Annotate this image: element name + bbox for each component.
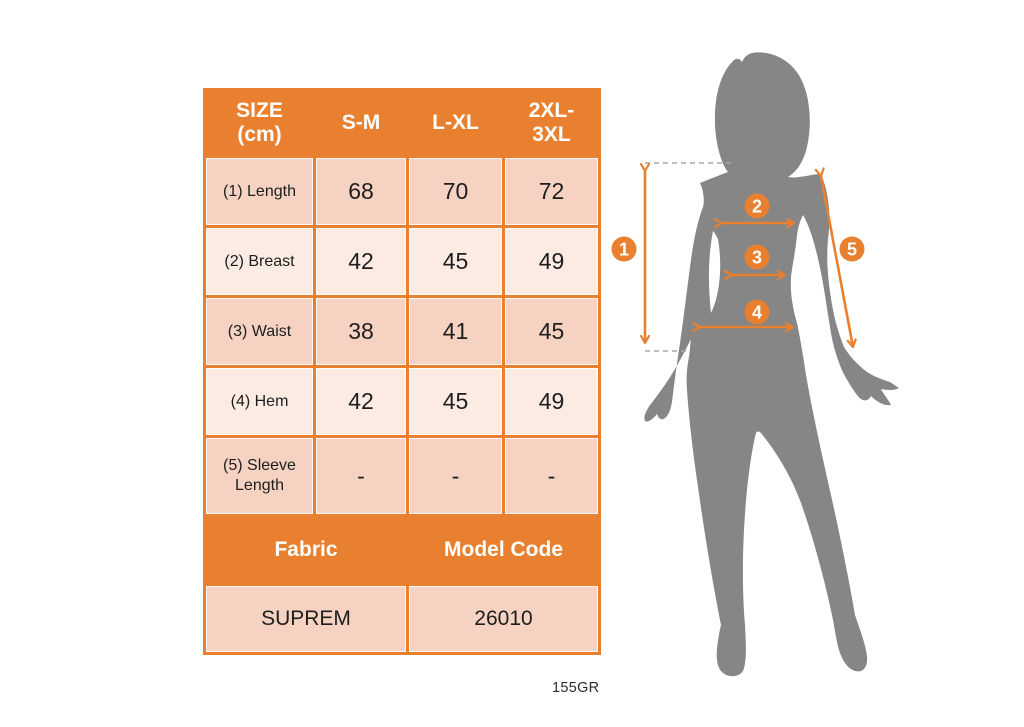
header-cell-lxl: L-XL [409,91,502,155]
row-label-sleeve-length: (5) Sleeve Length [206,438,313,514]
marker-2: 2 [744,193,770,219]
marker-5: 5 [839,236,865,262]
measurement-figure: 1 2 3 4 5 [600,25,930,695]
value-hem-2xl3xl: 49 [505,368,598,435]
header-cell-2xl3xl: 2XL-3XL [505,91,598,155]
value-waist-sm: 38 [316,298,406,365]
value-breast-lxl: 45 [409,228,502,295]
value-sleeve-sm: - [316,438,406,514]
marker-1: 1 [611,236,637,262]
value-length-sm: 68 [316,158,406,225]
value-breast-2xl3xl: 49 [505,228,598,295]
svg-text:3: 3 [752,248,762,268]
footer-value-model-code: 26010 [409,586,598,652]
value-length-2xl3xl: 72 [505,158,598,225]
value-breast-sm: 42 [316,228,406,295]
svg-text:5: 5 [847,240,857,260]
row-label-length: (1) Length [206,158,313,225]
row-label-breast: (2) Breast [206,228,313,295]
arrow-sleeve [814,167,857,349]
size-table: SIZE (cm) S-M L-XL 2XL-3XL (1) Length 68… [203,88,601,655]
value-sleeve-lxl: - [409,438,502,514]
footer-value-fabric: SUPREM [206,586,406,652]
footer-header-model-code: Model Code [409,517,598,583]
value-sleeve-2xl3xl: - [505,438,598,514]
svg-text:1: 1 [619,240,629,260]
value-length-lxl: 70 [409,158,502,225]
woman-silhouette [644,52,899,677]
marker-3: 3 [744,244,770,270]
value-waist-lxl: 41 [409,298,502,365]
female-silhouette-diagram: 1 2 3 4 5 [611,52,899,677]
row-label-waist: (3) Waist [206,298,313,365]
marker-4: 4 [744,299,770,325]
value-hem-sm: 42 [316,368,406,435]
weight-footnote: 155GR [552,680,600,696]
svg-text:2: 2 [752,197,762,217]
header-cell-sm: S-M [316,91,406,155]
svg-text:4: 4 [752,303,762,323]
footer-header-fabric: Fabric [206,517,406,583]
value-hem-lxl: 45 [409,368,502,435]
row-label-hem: (4) Hem [206,368,313,435]
header-cell-size: SIZE (cm) [206,91,313,155]
value-waist-2xl3xl: 45 [505,298,598,365]
